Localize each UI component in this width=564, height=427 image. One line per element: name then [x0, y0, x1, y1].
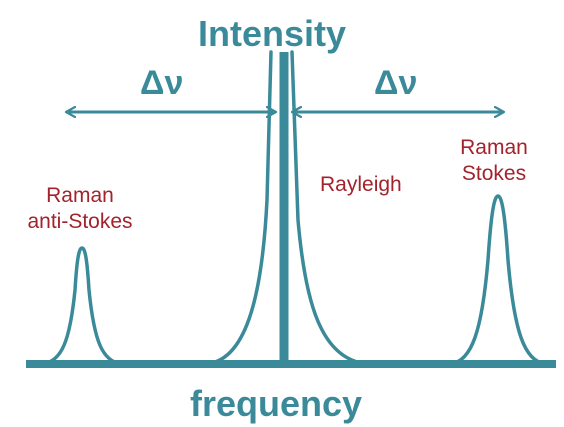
stokes-peak — [448, 194, 548, 366]
stokes-label-line1: Raman — [460, 136, 528, 159]
frequency-axis-title: frequency — [190, 383, 363, 424]
anti-stokes-label: Raman anti-Stokes — [18, 183, 142, 236]
delta-right-label: Δν — [374, 64, 418, 102]
anti-stokes-label-line2: anti-Stokes — [27, 210, 133, 234]
anti-stokes-peak — [40, 246, 124, 366]
stokes-label: Raman Stokes — [452, 135, 536, 188]
intensity-axis-title: Intensity — [198, 13, 347, 54]
rayleigh-peak-left — [203, 50, 273, 366]
rayleigh-peak-right — [290, 50, 370, 366]
stokes-label-line2: Stokes — [461, 162, 527, 186]
anti-stokes-label-line1: Raman — [46, 184, 114, 207]
delta-left-label: Δν — [140, 64, 184, 102]
rayleigh-label: Rayleigh — [320, 173, 402, 196]
